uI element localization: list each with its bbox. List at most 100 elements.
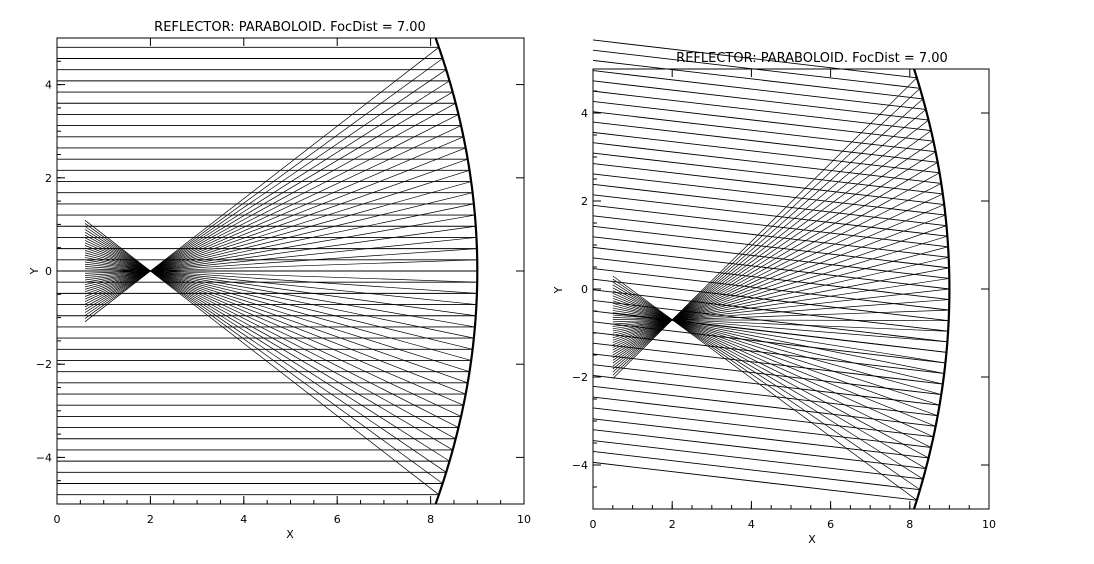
y-tick-label: 2 xyxy=(581,195,588,208)
x-tick-label: 4 xyxy=(748,518,755,531)
incident-ray xyxy=(592,183,947,227)
chart-svg-left: 0 2 4 6 8 10 −4 −2 0 2 4 REFLECTOR: PARABOLOID. Fo… xyxy=(28,20,531,541)
reflected-ray xyxy=(84,231,453,451)
incident-ray xyxy=(592,163,945,205)
incident-ray xyxy=(592,70,926,110)
reflected-ray xyxy=(84,223,443,484)
reflector-curve xyxy=(912,68,951,510)
x-tick-label: 4 xyxy=(240,513,247,526)
x-tick-label: 6 xyxy=(334,513,341,526)
reflected-ray xyxy=(84,80,450,313)
incident-ray xyxy=(592,385,936,427)
incident-ray xyxy=(592,353,942,396)
incident-ray xyxy=(592,289,949,332)
reflected-ray xyxy=(612,275,918,501)
reflected-ray xyxy=(84,102,456,308)
incident-ray xyxy=(592,461,917,501)
chart-svg-right: 0 2 4 6 8 10 −4 −2 0 2 4 REFLECTOR: PARABOLOID. Fo… xyxy=(552,39,996,546)
incident-ray xyxy=(592,364,940,406)
incident-ray xyxy=(592,59,924,100)
reflector-curve xyxy=(434,37,479,505)
x-axis-label: X xyxy=(808,533,816,546)
x-tick-label: 2 xyxy=(147,513,154,526)
y-axis-label: Y xyxy=(28,267,41,275)
reflected-ray xyxy=(612,292,934,438)
reflected-ray xyxy=(612,109,927,370)
y-tick-label: −4 xyxy=(36,451,52,464)
incident-ray xyxy=(592,80,929,121)
tick-layer: 0 2 4 6 8 10 −4 −2 0 2 4 xyxy=(36,37,531,526)
incident-ray xyxy=(592,215,949,258)
incident-ray xyxy=(592,342,943,385)
incident-ray xyxy=(592,418,929,459)
incident-ray xyxy=(592,49,921,89)
incident-ray xyxy=(592,90,932,132)
reflected-ray xyxy=(84,234,456,440)
y-tick-label: 4 xyxy=(45,79,52,92)
incident-ray xyxy=(592,152,943,195)
incident-ray xyxy=(592,396,934,438)
incident-ray xyxy=(592,142,942,184)
reflected-ray xyxy=(612,305,943,385)
x-tick-label: 0 xyxy=(54,513,61,526)
incident-ray xyxy=(592,278,949,322)
incident-ray xyxy=(592,440,924,480)
x-tick-label: 8 xyxy=(427,513,434,526)
incident-ray xyxy=(592,257,950,301)
reflected-ray xyxy=(84,91,453,311)
reflected-ray xyxy=(84,220,440,495)
incident-ray xyxy=(592,407,932,448)
reflected-ray xyxy=(612,312,947,353)
y-tick-label: 0 xyxy=(45,265,52,278)
x-tick-label: 8 xyxy=(906,518,913,531)
reflected-ray xyxy=(612,161,938,356)
reflected-ray xyxy=(612,295,936,427)
tick-layer: 0 2 4 6 8 10 −4 −2 0 2 4 xyxy=(572,68,996,531)
incident-ray xyxy=(592,194,948,237)
incident-ray xyxy=(592,268,950,311)
x-tick-label: 10 xyxy=(517,513,531,526)
y-tick-label: 0 xyxy=(581,283,588,296)
incident-ray xyxy=(592,299,948,343)
incident-ray xyxy=(592,225,950,269)
incident-ray xyxy=(592,451,921,491)
chart-panel-left: 0 2 4 6 8 10 −4 −2 0 2 4 REFLECTOR: PARABOLOID. Fo… xyxy=(28,20,531,541)
reflected-ray xyxy=(612,119,929,367)
reflected-ray xyxy=(612,281,924,480)
incident-ray xyxy=(592,39,917,79)
y-tick-label: −2 xyxy=(572,371,588,384)
incident-ray xyxy=(592,429,926,469)
incident-ray xyxy=(592,204,949,248)
incident-ray xyxy=(592,375,938,417)
reflected-ray xyxy=(84,47,440,322)
x-tick-label: 2 xyxy=(669,518,676,531)
incident-ray xyxy=(592,131,940,174)
incident-ray xyxy=(592,173,946,216)
x-tick-label: 6 xyxy=(827,518,834,531)
incident-ray xyxy=(592,111,936,153)
incident-ray xyxy=(592,246,950,290)
chart-panel-right: 0 2 4 6 8 10 −4 −2 0 2 4 REFLECTOR: PARABOLOID. Fo… xyxy=(547,0,1094,564)
y-tick-label: 2 xyxy=(45,172,52,185)
ray-layer xyxy=(592,39,950,501)
reflected-ray xyxy=(612,310,946,364)
x-tick-label: 0 xyxy=(590,518,597,531)
y-axis-label: Y xyxy=(552,286,565,294)
reflected-ray xyxy=(612,88,921,376)
reflected-ray xyxy=(612,172,940,353)
y-tick-label: 4 xyxy=(581,107,588,120)
chart-title: REFLECTOR: PARABOLOID. FocDist = 7.00 xyxy=(154,20,426,35)
incident-ray xyxy=(592,121,938,163)
reflected-ray xyxy=(84,58,443,319)
chart-title: REFLECTOR: PARABOLOID. FocDist = 7.00 xyxy=(676,51,948,66)
reflected-ray xyxy=(612,290,932,448)
incident-ray xyxy=(592,236,950,279)
x-tick-label: 10 xyxy=(982,518,996,531)
x-axis-label: X xyxy=(286,528,294,541)
incident-ray xyxy=(592,100,934,142)
y-tick-label: −4 xyxy=(572,459,588,472)
reflected-ray xyxy=(612,77,918,379)
y-tick-label: −2 xyxy=(36,358,52,371)
ray-layer xyxy=(57,46,478,496)
reflected-ray xyxy=(84,229,450,462)
